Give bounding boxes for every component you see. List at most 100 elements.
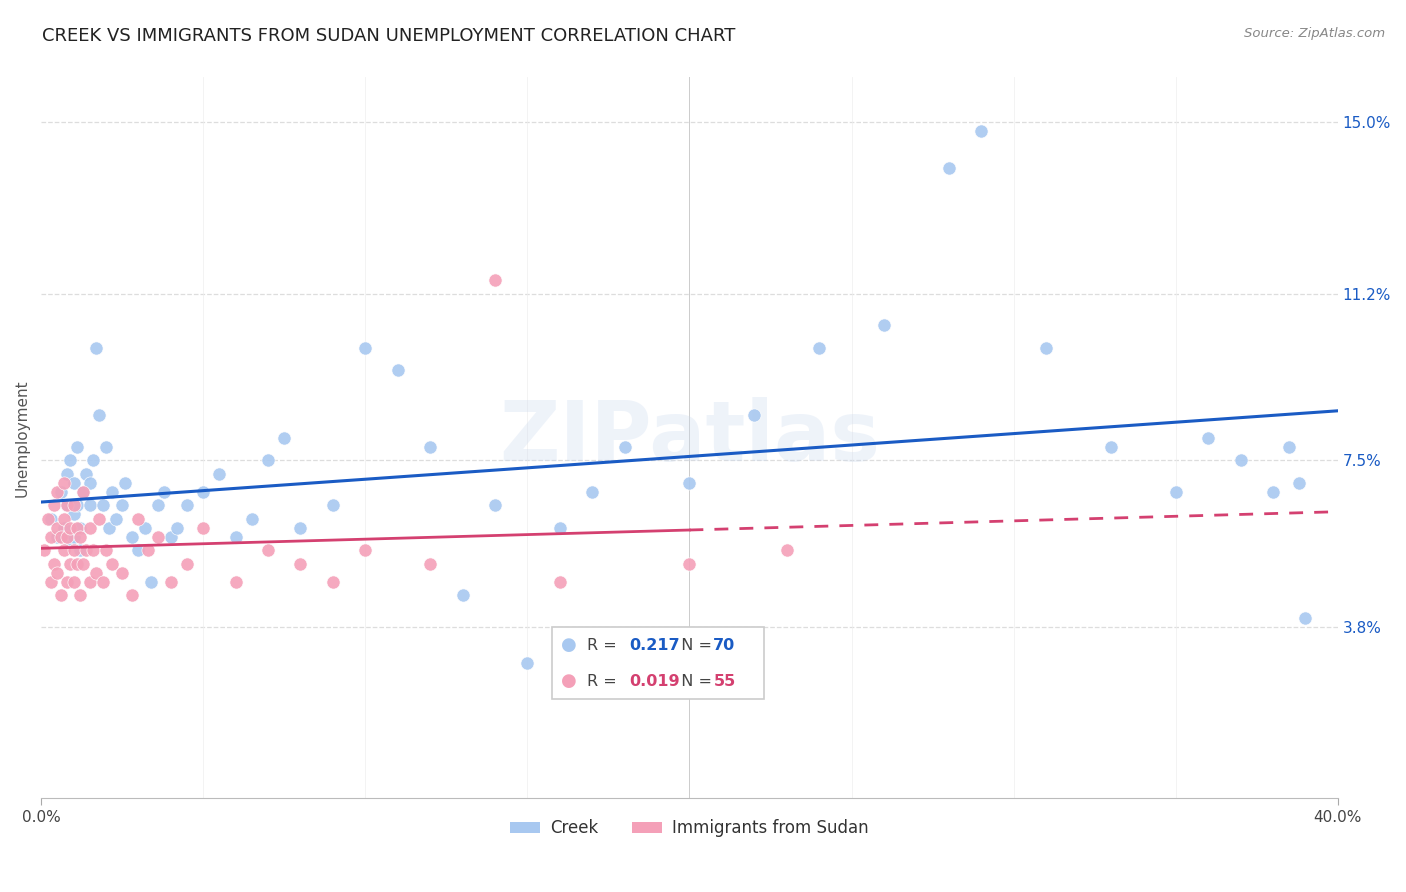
Text: 0.019: 0.019 (628, 673, 679, 689)
Point (46, 530, 69, 544)
Point (59, 521, 82, 535)
Point (742, 409, 765, 423)
Text: R =: R = (586, 673, 621, 689)
Point (66, 521, 89, 535)
Point (66, 557, 89, 571)
Point (516, 656, 538, 670)
Point (548, 574, 571, 589)
Point (62, 508, 84, 522)
Point (322, 499, 344, 513)
Point (146, 499, 169, 513)
Point (484, 273, 506, 287)
Point (1261, 484, 1284, 499)
Point (66, 440, 89, 454)
Point (451, 589, 474, 603)
Point (59, 557, 82, 571)
Point (91, 574, 114, 589)
Point (69, 521, 91, 535)
Point (52, 521, 75, 535)
Point (101, 557, 124, 571)
Point (39, 512, 62, 526)
Point (153, 484, 176, 499)
Text: ZIPatlas: ZIPatlas (499, 397, 880, 478)
Point (257, 453, 280, 467)
Point (354, 543, 377, 558)
Point (240, 512, 263, 526)
Point (225, 530, 247, 544)
Point (59, 453, 82, 467)
Point (79, 475, 101, 490)
Point (46, 566, 69, 580)
Point (548, 521, 571, 535)
Point (56, 530, 79, 544)
Text: Source: ZipAtlas.com: Source: ZipAtlas.com (1244, 27, 1385, 40)
Point (290, 557, 312, 571)
Point (114, 475, 136, 490)
Point (354, 341, 377, 355)
Point (94, 440, 117, 454)
Point (98, 521, 121, 535)
Point (39, 530, 62, 544)
Point (46, 521, 69, 535)
Point (89, 512, 111, 526)
Point (419, 440, 441, 454)
Point (1294, 611, 1316, 625)
Point (134, 521, 156, 535)
Point (1197, 431, 1219, 445)
Point (176, 557, 198, 571)
Point (69, 530, 91, 544)
Point (69, 589, 91, 603)
Point (62, 530, 84, 544)
Text: ●: ● (561, 636, 576, 654)
Point (84, 341, 107, 355)
Point (136, 543, 159, 558)
Point (193, 484, 215, 499)
Point (322, 574, 344, 589)
Point (419, 557, 441, 571)
Point (581, 484, 603, 499)
Point (1164, 484, 1187, 499)
Point (72, 484, 94, 499)
Text: N =: N = (671, 673, 717, 689)
Point (121, 589, 143, 603)
Point (82, 453, 104, 467)
Point (72, 484, 94, 499)
Point (484, 499, 506, 513)
Legend: Creek, Immigrants from Sudan: Creek, Immigrants from Sudan (503, 813, 875, 844)
Point (273, 431, 295, 445)
Point (49, 589, 72, 603)
Point (89, 409, 111, 423)
Point (387, 363, 409, 377)
Text: ●: ● (561, 672, 576, 690)
Point (59, 534, 82, 549)
Point (62, 475, 84, 490)
Point (76, 467, 98, 481)
Point (84, 566, 107, 580)
Point (62, 543, 84, 558)
Point (94, 543, 117, 558)
Point (101, 484, 124, 499)
Point (808, 341, 831, 355)
Point (225, 574, 247, 589)
Point (79, 499, 101, 513)
Point (1099, 440, 1122, 454)
Point (166, 521, 188, 535)
Point (111, 566, 134, 580)
Point (208, 467, 231, 481)
Point (42, 499, 65, 513)
Point (62, 574, 84, 589)
Point (1035, 341, 1057, 355)
Point (176, 499, 198, 513)
Point (91, 499, 114, 513)
Point (121, 530, 143, 544)
Text: N =: N = (671, 638, 717, 653)
Point (62, 499, 84, 513)
Point (970, 124, 993, 138)
Point (46, 484, 69, 499)
Point (69, 543, 91, 558)
Point (146, 530, 169, 544)
Point (257, 543, 280, 558)
Point (678, 557, 700, 571)
Point (39, 574, 62, 589)
Point (56, 574, 79, 589)
